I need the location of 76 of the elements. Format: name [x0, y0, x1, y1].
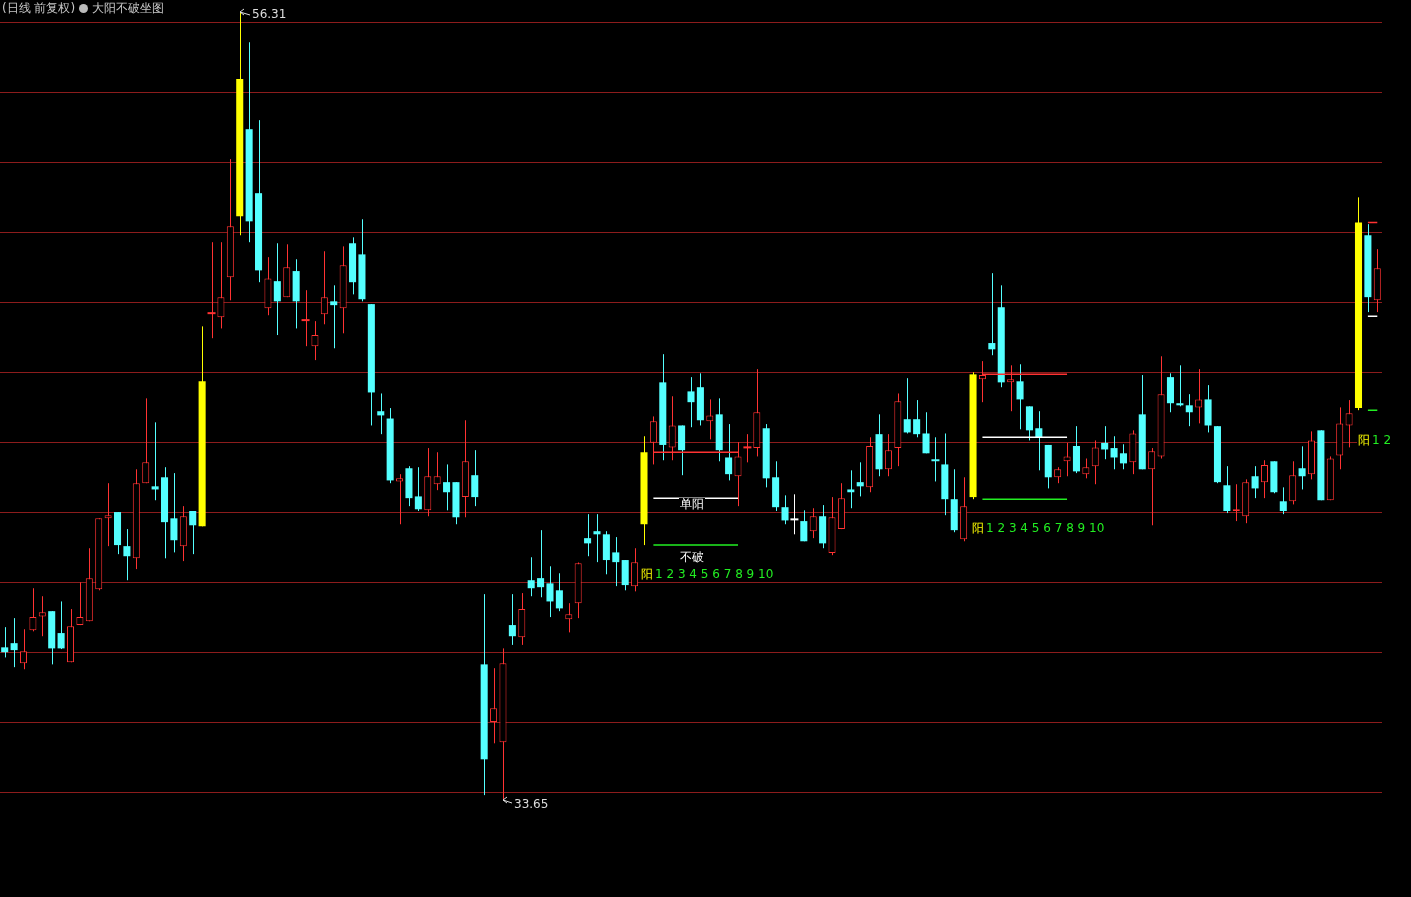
candlestick [1185, 393, 1193, 427]
candlestick [1016, 363, 1024, 430]
candlestick [490, 667, 498, 744]
annotation: 56.31 [252, 7, 287, 22]
chart-subtitle: 大阳不破坐图 [92, 0, 165, 17]
annotation: 1 2 3 4 5 6 7 8 9 10 [655, 567, 774, 582]
annotation: 阳 [1358, 433, 1370, 448]
candlestick [809, 507, 817, 539]
candlestick [1119, 443, 1127, 470]
annotation: 阳 [641, 567, 653, 582]
candlestick [546, 565, 554, 618]
candlestick [584, 513, 592, 557]
candlestick [913, 399, 921, 438]
candlestick [1035, 410, 1043, 471]
candlestick [29, 587, 37, 632]
candlestick [781, 494, 789, 525]
candlestick [433, 451, 441, 491]
candlestick [10, 617, 18, 668]
candlestick [1063, 442, 1071, 477]
annotation: 33.65 [514, 797, 549, 812]
candlestick [1025, 405, 1033, 441]
candlestick [273, 242, 281, 336]
candlestick [1279, 486, 1287, 515]
candlestick [1, 626, 9, 658]
candlestick [414, 466, 422, 512]
candlestick [1091, 439, 1099, 485]
candlestick [593, 513, 601, 563]
candlestick [189, 510, 197, 555]
annotation: 1 2 [1372, 433, 1392, 448]
candlestick [76, 581, 84, 626]
candlestick [320, 250, 328, 325]
candlestick [687, 376, 695, 428]
candlestick [1110, 435, 1118, 470]
candlestick [612, 536, 620, 587]
candlestick [1195, 368, 1203, 424]
candlestick [151, 421, 159, 501]
candlestick [537, 529, 545, 598]
annotation: 1 2 3 4 5 6 7 8 9 10 [986, 521, 1105, 536]
annotation: 单阳 [680, 497, 704, 512]
candlestick [922, 411, 930, 454]
candlestick [377, 392, 385, 435]
candlestick [19, 628, 28, 670]
candlestick [57, 600, 65, 650]
candlestick [1082, 458, 1090, 479]
candlestick [471, 449, 479, 507]
candlestick [988, 272, 996, 356]
candlestick [1148, 447, 1156, 526]
candlestick [800, 509, 808, 542]
candlestick [38, 595, 46, 637]
candlestick [527, 556, 535, 597]
candlestick [903, 377, 911, 434]
candlestick [1298, 445, 1306, 490]
candlestick [856, 461, 864, 497]
annotation: 不破 [680, 550, 704, 565]
candlestick [1251, 465, 1259, 499]
candlestick [978, 360, 986, 403]
candlestick [884, 433, 892, 477]
candlestick [706, 398, 714, 440]
candlestick [1260, 459, 1269, 499]
chart-title: (日线 前复权) [2, 0, 76, 17]
candlestick [170, 472, 178, 553]
candlestick [123, 528, 131, 581]
candlestick [725, 423, 733, 481]
candlestick [443, 463, 451, 511]
candlestick [311, 320, 319, 361]
candlestick [1345, 399, 1353, 448]
candlestick [631, 547, 639, 592]
candlestick [847, 469, 855, 509]
candlestick [565, 602, 573, 633]
candlestick [330, 284, 338, 349]
candlestick [1176, 364, 1184, 407]
candlestick [217, 241, 225, 329]
candlestick [508, 593, 516, 646]
candlestick [555, 572, 563, 612]
candlestick [142, 397, 150, 484]
annotation: 阳 [972, 521, 984, 536]
